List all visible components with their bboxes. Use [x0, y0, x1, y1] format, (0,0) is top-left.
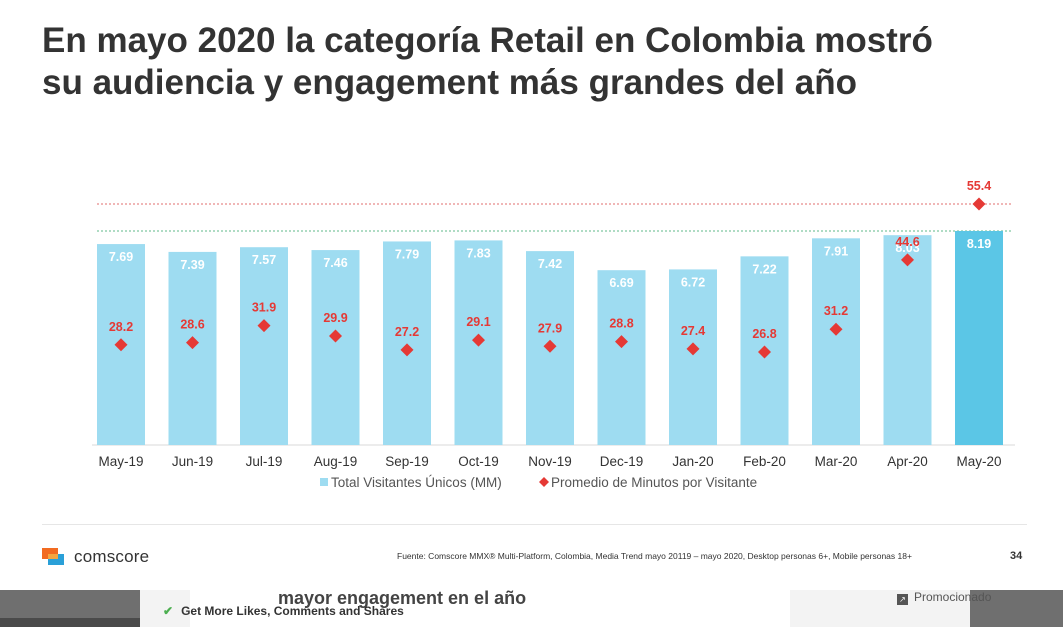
minutes-value-label: 28.6 [180, 318, 204, 332]
legend-swatch-visitors [320, 478, 328, 486]
x-tick-label: May-20 [956, 454, 1001, 469]
bar-aug-19 [311, 250, 360, 445]
bar-jul-19 [240, 247, 288, 445]
minutes-marker-nov-19 [543, 339, 557, 353]
background-article [190, 590, 790, 627]
bar-value-label: 7.69 [109, 250, 133, 264]
minutes-marker-feb-20 [758, 345, 771, 359]
minutes-value-label: 28.2 [109, 320, 133, 334]
x-tick-label: Dec-19 [600, 454, 644, 469]
bar-value-label: 7.91 [824, 244, 848, 258]
title-line-2: su audiencia y engagement más grandes de… [42, 63, 857, 102]
minutes-value-label: 28.8 [609, 317, 633, 331]
bar-value-label: 7.79 [395, 247, 419, 261]
x-tick-label: Feb-20 [743, 454, 786, 469]
minutes-marker-oct-19 [472, 333, 485, 347]
bar-value-label: 6.69 [609, 276, 633, 290]
minutes-value-label: 55.4 [967, 179, 991, 193]
minutes-value-label: 29.9 [323, 311, 347, 325]
source-note: Fuente: Comscore MMX® Multi-Platform, Co… [397, 551, 912, 561]
x-tick-label: Jun-19 [172, 454, 213, 469]
background-left-strip [0, 618, 140, 627]
bar-value-label: 8.03 [895, 241, 919, 255]
minutes-marker-dec-19 [615, 335, 628, 349]
bar-sep-19 [383, 241, 431, 445]
minutes-marker-may-19 [114, 338, 128, 352]
logo-text: comscore [74, 547, 150, 566]
minutes-value-label: 27.4 [681, 324, 705, 338]
bar-apr-20 [883, 235, 932, 445]
bar-jan-20 [669, 269, 717, 445]
minutes-marker-may-20 [972, 197, 986, 211]
minutes-marker-sep-19 [400, 343, 414, 357]
bar-value-label: 7.42 [538, 257, 562, 271]
promoted-label[interactable]: ↗ Promocionado [897, 590, 991, 605]
bar-value-label: 7.46 [323, 256, 347, 270]
checkmark-icon: ✔ [163, 604, 174, 618]
minutes-marker-aug-19 [329, 329, 342, 343]
minutes-value-label: 27.9 [538, 321, 562, 335]
legend-label-visitors: Total Visitantes Únicos (MM) [331, 475, 502, 490]
bar-value-label: 6.72 [681, 275, 705, 289]
bar-value-label: 7.22 [752, 262, 776, 276]
background-ad[interactable]: ✔ Get More Likes, Comments and Shares [163, 604, 404, 618]
ad-text: Get More Likes, Comments and Shares [181, 604, 404, 618]
x-tick-label: Jul-19 [246, 454, 283, 469]
bar-value-label: 7.39 [180, 258, 204, 272]
x-tick-label: Sep-19 [385, 454, 429, 469]
minutes-value-label: 26.8 [752, 327, 776, 341]
x-tick-label: Oct-19 [458, 454, 499, 469]
x-tick-label: Apr-20 [887, 454, 928, 469]
x-tick-label: Mar-20 [815, 454, 858, 469]
comscore-logo-icon [42, 548, 64, 565]
bar-value-label: 7.83 [466, 246, 490, 260]
minutes-value-label: 44.6 [895, 235, 919, 249]
footer-divider [42, 524, 1027, 525]
external-link-icon: ↗ [897, 594, 908, 605]
minutes-value-label: 31.9 [252, 301, 276, 315]
bar-mar-20 [812, 238, 860, 445]
slide: En mayo 2020 la categoría Retail en Colo… [42, 20, 1042, 568]
x-tick-label: Jan-20 [672, 454, 713, 469]
slide-title: En mayo 2020 la categoría Retail en Colo… [42, 20, 1042, 104]
x-tick-label: Nov-19 [528, 454, 572, 469]
bar-value-label: 8.19 [967, 237, 991, 251]
minutes-marker-mar-20 [829, 322, 843, 336]
minutes-marker-apr-20 [901, 253, 914, 267]
x-tick-label: May-19 [98, 454, 143, 469]
minutes-marker-jan-20 [686, 342, 700, 356]
x-tick-label: Aug-19 [314, 454, 358, 469]
bar-value-label: 7.57 [252, 253, 276, 267]
comscore-logo: comscore [42, 546, 149, 568]
combo-chart: 7.69 28.2 May-19 7.39 28.6 Jun-19 7.57 31.9 Jul-… [92, 179, 1015, 490]
bar-may-20 [955, 231, 1003, 445]
legend-label-minutes: Promedio de Minutos por Visitante [551, 475, 757, 490]
minutes-value-label: 31.2 [824, 304, 848, 318]
background-article-title: mayor engagement en el año [278, 590, 527, 608]
minutes-marker-jul-19 [257, 319, 271, 333]
page-number: 34 [1010, 550, 1023, 562]
background-webpage: mayor engagement en el año ↗ Promocionado… [0, 590, 1063, 627]
minutes-value-label: 27.2 [395, 325, 419, 339]
bar-dec-19 [597, 270, 646, 445]
legend-swatch-minutes [539, 477, 549, 487]
promoted-text: Promocionado [914, 590, 992, 604]
minutes-value-label: 29.1 [466, 315, 490, 329]
title-line-1: En mayo 2020 la categoría Retail en Colo… [42, 21, 933, 60]
minutes-marker-jun-19 [186, 336, 199, 350]
